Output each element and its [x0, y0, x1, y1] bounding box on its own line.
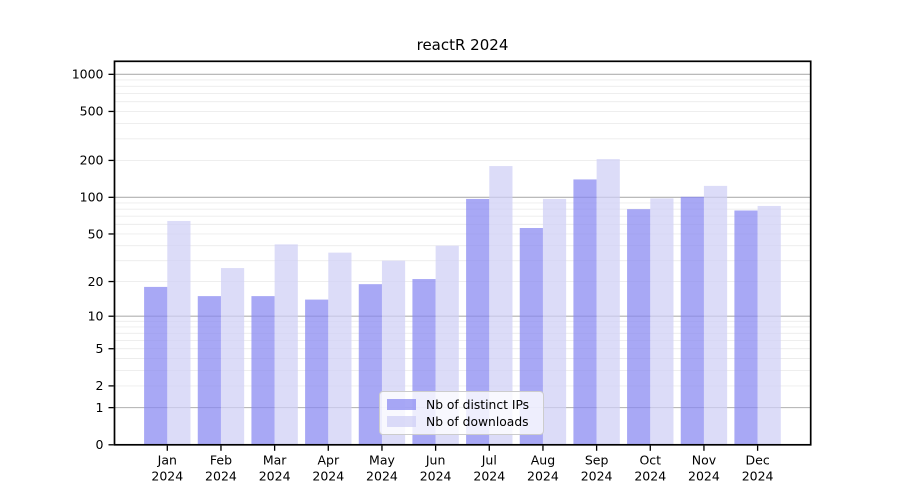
bar-ips-aug — [519, 228, 543, 445]
bar-ips-apr — [305, 299, 329, 445]
y-tick-label-1: 1 — [96, 400, 104, 415]
x-tick-label-jun: Jun — [425, 453, 446, 468]
x-tick-year-feb: 2024 — [205, 469, 237, 484]
legend-swatch-distinct-ips — [387, 399, 416, 410]
bar-downloads-sep — [596, 159, 620, 445]
y-tick-label-10: 10 — [88, 309, 104, 324]
bar-ips-sep — [573, 179, 597, 445]
x-tick-year-dec: 2024 — [742, 469, 774, 484]
y-tick-label-1000: 1000 — [72, 67, 104, 82]
axes-spines — [113, 60, 812, 446]
x-tick-label-jul: Jul — [481, 453, 497, 468]
bar-ips-oct — [627, 209, 651, 445]
bar-downloads-oct — [650, 198, 674, 445]
bar-downloads-mar — [274, 244, 298, 445]
x-tick-year-oct: 2024 — [634, 469, 666, 484]
x-tick-year-mar: 2024 — [259, 469, 291, 484]
bar-downloads-aug — [542, 198, 567, 445]
legend-label-downloads: Nb of downloads — [426, 414, 529, 429]
x-tick-label-may: May — [369, 453, 395, 468]
y-tick-label-50: 50 — [88, 226, 104, 241]
bar-ips-dec — [734, 210, 758, 445]
legend: Nb of distinct IPs Nb of downloads — [379, 391, 544, 435]
y-tick-label-2: 2 — [96, 378, 104, 393]
x-tick-year-jul: 2024 — [473, 469, 505, 484]
x-tick-year-jun: 2024 — [420, 469, 452, 484]
x-tick-label-mar: Mar — [263, 453, 287, 468]
chart-title: reactR 2024 — [416, 36, 509, 54]
legend-swatch-downloads — [387, 416, 416, 427]
x-tick-year-may: 2024 — [366, 469, 398, 484]
x-tick-year-jan: 2024 — [151, 469, 183, 484]
bar-ips-may — [358, 284, 382, 445]
bar-downloads-apr — [328, 252, 352, 445]
x-tick-year-apr: 2024 — [312, 469, 344, 484]
y-tick-label-200: 200 — [80, 153, 104, 168]
legend-label-distinct-ips: Nb of distinct IPs — [426, 397, 530, 412]
legend-item-distinct-ips: Nb of distinct IPs — [387, 396, 535, 413]
x-tick-label-oct: Oct — [639, 453, 661, 468]
x-tick-year-sep: 2024 — [581, 469, 613, 484]
y-tick-label-5: 5 — [96, 341, 104, 356]
x-tick-label-jan: Jan — [157, 453, 177, 468]
bar-ips-nov — [680, 196, 704, 445]
bar-ips-feb — [197, 296, 221, 445]
bar-downloads-nov — [703, 185, 728, 445]
x-tick-label-sep: Sep — [585, 453, 609, 468]
x-tick-year-aug: 2024 — [527, 469, 559, 484]
bar-ips-jan — [144, 286, 168, 445]
legend-item-downloads: Nb of downloads — [387, 413, 535, 430]
bar-ips-mar — [251, 296, 275, 445]
x-tick-label-feb: Feb — [210, 453, 232, 468]
y-tick-label-100: 100 — [80, 190, 104, 205]
bar-downloads-dec — [757, 205, 781, 445]
x-tick-label-aug: Aug — [531, 453, 555, 468]
bar-downloads-jul — [489, 166, 513, 445]
x-tick-label-dec: Dec — [746, 453, 770, 468]
bar-downloads-feb — [220, 268, 245, 445]
y-tick-label-20: 20 — [88, 274, 104, 289]
x-tick-label-nov: Nov — [692, 453, 717, 468]
x-tick-year-nov: 2024 — [688, 469, 720, 484]
x-tick-label-apr: Apr — [317, 453, 339, 468]
bar-ips-jul — [466, 198, 490, 445]
bar-downloads-jan — [167, 220, 191, 445]
y-tick-label-0: 0 — [96, 437, 104, 452]
y-tick-label-500: 500 — [80, 104, 104, 119]
